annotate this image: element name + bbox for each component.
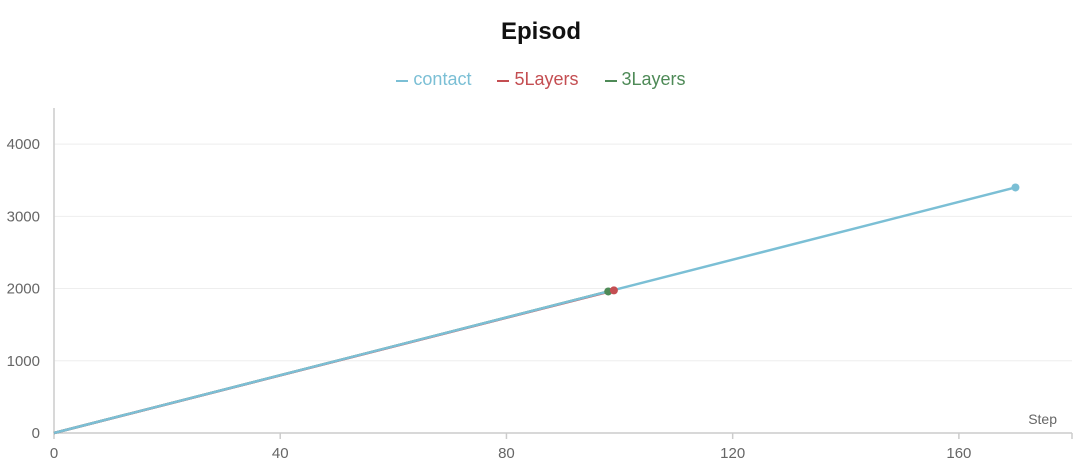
y-tick-label-2000: 2000 [7, 281, 40, 298]
x-tick-label-80: 80 [498, 445, 515, 462]
y-tick-label-1000: 1000 [7, 353, 40, 370]
y-tick-label-3000: 3000 [7, 208, 40, 225]
legend: contact 5Layers 3Layers [0, 69, 1082, 90]
x-tick-label-120: 120 [720, 445, 745, 462]
series-endpoint-contact [1011, 183, 1020, 192]
legend-label-5layers: 5Layers [514, 69, 579, 89]
y-tick-label-4000: 4000 [7, 136, 40, 153]
legend-label-contact: contact [413, 69, 472, 89]
chart-title: Episod [500, 18, 581, 45]
y-tick-label-0: 0 [32, 425, 40, 442]
legend-swatch-contact [396, 79, 409, 82]
legend-item-contact[interactable]: contact [396, 69, 471, 90]
x-tick-label-40: 40 [272, 445, 289, 462]
legend-item-3layers[interactable]: 3Layers [604, 69, 686, 90]
x-axis-label: Step [1028, 411, 1057, 427]
legend-item-5layers[interactable]: 5Layers [497, 69, 579, 90]
legend-swatch-3layers [604, 79, 617, 82]
x-tick-label-0: 0 [50, 445, 58, 462]
x-tick-label-160: 160 [946, 445, 971, 462]
legend-label-3layers: 3Layers [621, 69, 686, 89]
series-endpoint-5layers [609, 286, 618, 295]
legend-swatch-5layers [497, 79, 510, 82]
series-line-contact [53, 186, 1016, 435]
